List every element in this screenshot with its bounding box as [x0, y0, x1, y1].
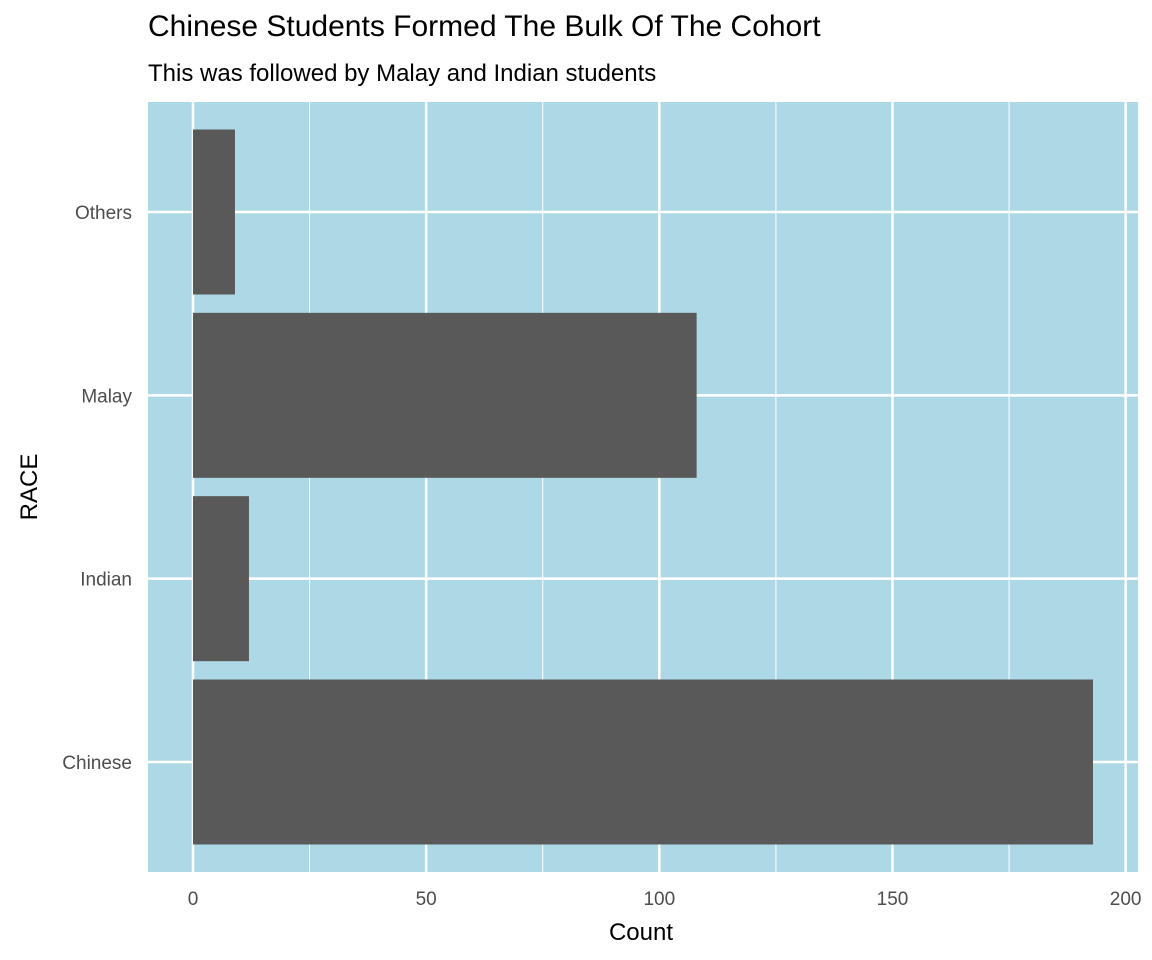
bars [193, 129, 1093, 845]
bar-others [193, 129, 235, 295]
x-tick-label: 0 [188, 889, 199, 910]
x-tick-label: 100 [643, 889, 675, 910]
bar-indian [193, 496, 249, 662]
x-axis-ticks: 0 50 100 150 200 [188, 889, 1142, 910]
y-tick-label: Malay [81, 386, 132, 407]
y-tick-label: Indian [80, 570, 132, 591]
y-axis-ticks: Chinese Indian Malay Others [62, 203, 132, 774]
chart-title: Chinese Students Formed The Bulk Of The … [148, 10, 821, 43]
x-tick-label: 200 [1110, 889, 1142, 910]
y-tick-label: Chinese [62, 753, 132, 774]
y-axis-label: RACE [16, 454, 43, 521]
bar-chinese [193, 679, 1093, 845]
y-tick-label: Others [75, 203, 132, 224]
x-tick-label: 150 [877, 889, 909, 910]
bar-malay [193, 312, 697, 478]
chart-subtitle: This was followed by Malay and Indian st… [148, 60, 657, 87]
x-axis-label: Count [609, 919, 673, 946]
x-tick-label: 50 [416, 889, 437, 910]
